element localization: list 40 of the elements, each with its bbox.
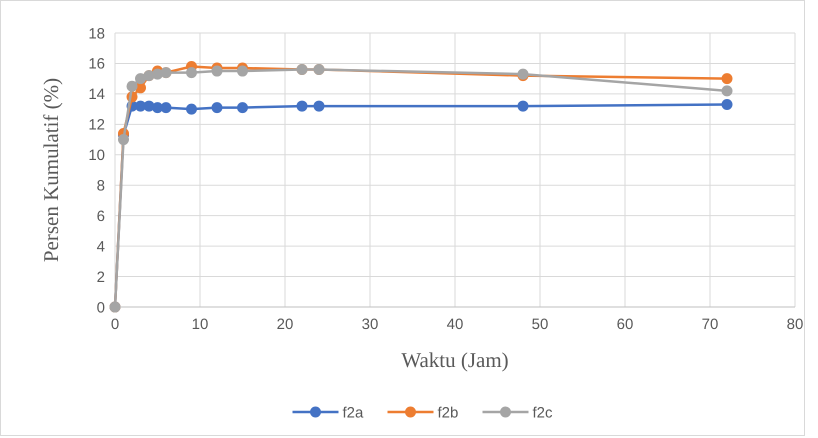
y-tick-label: 2 <box>96 268 105 286</box>
x-tick-label: 50 <box>532 316 548 333</box>
x-tick-label: 20 <box>276 316 294 333</box>
legend-label: f2b <box>438 404 458 422</box>
point <box>296 100 308 112</box>
y-tick-label: 18 <box>88 25 105 42</box>
y-tick-label: 4 <box>96 238 105 256</box>
x-tick-label: 30 <box>362 316 378 333</box>
y-tick-label: 6 <box>96 208 105 225</box>
y-tick-label: 12 <box>88 116 105 134</box>
point <box>237 66 248 77</box>
point <box>160 102 172 114</box>
x-tick-label: 40 <box>446 316 464 333</box>
y-axis-title: Persen Kumulatif (%) <box>39 78 63 262</box>
point <box>212 102 222 114</box>
y-tick-label: 8 <box>96 177 105 194</box>
legend-label: f2c <box>532 404 554 422</box>
y-tick-label: 14 <box>88 86 105 104</box>
point <box>518 100 528 112</box>
point <box>186 67 197 78</box>
point <box>126 80 138 92</box>
x-tick-label: 70 <box>702 316 718 333</box>
point <box>186 104 197 115</box>
legend-label: f2a <box>342 404 364 422</box>
point <box>135 73 146 84</box>
point <box>237 102 248 114</box>
point <box>212 66 222 77</box>
x-tick-label: 60 <box>616 316 634 333</box>
y-tick-label: 16 <box>88 56 105 73</box>
x-axis-title: Waktu (Jam) <box>401 348 509 372</box>
x-tick-label: 80 <box>786 316 804 333</box>
x-tick-label: 10 <box>192 316 208 333</box>
point <box>722 99 732 110</box>
y-tick-label: 10 <box>88 147 105 164</box>
x-tick-label: 0 <box>110 316 120 333</box>
point <box>118 134 129 146</box>
point <box>722 85 732 96</box>
y-tick-label: 0 <box>96 299 105 316</box>
point <box>722 73 732 84</box>
point <box>314 100 324 112</box>
